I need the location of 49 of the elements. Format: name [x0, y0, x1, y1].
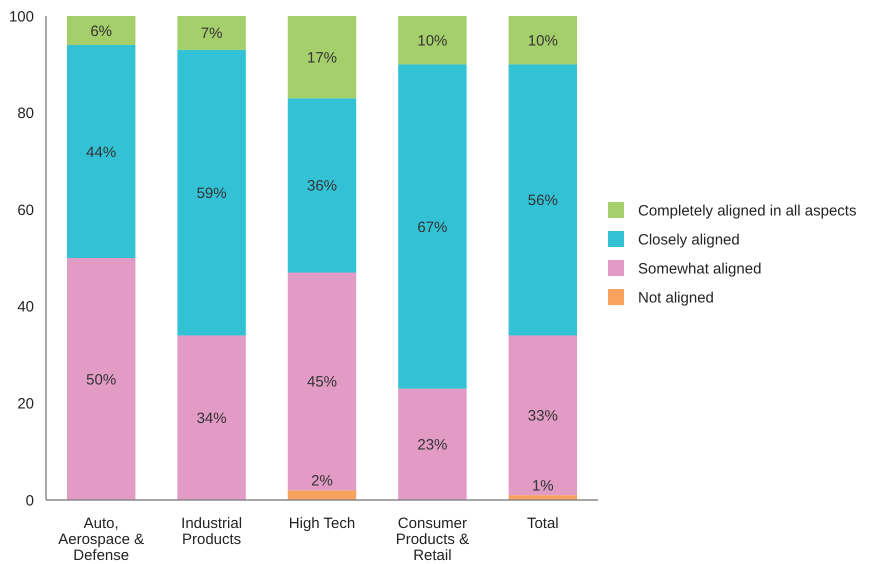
legend-label: Closely aligned	[638, 231, 740, 248]
data-label: 6%	[90, 22, 112, 40]
data-label: 7%	[200, 25, 222, 42]
bar	[508, 495, 578, 500]
data-label: 33%	[528, 408, 558, 425]
x-tick-label: Total	[526, 515, 559, 532]
x-tick-label: Auto, Aerospace & Defense	[58, 515, 144, 564]
data-label: 10%	[417, 32, 448, 50]
data-label: 17%	[306, 49, 338, 66]
bar	[288, 98, 356, 273]
data-label: 34%	[196, 410, 227, 427]
bar	[66, 45, 136, 258]
bar	[177, 50, 246, 336]
y-tick-label: 100	[8, 8, 34, 26]
bar	[288, 490, 356, 500]
x-tick-label: Industrial Products	[181, 515, 242, 548]
data-label: 2%	[311, 472, 333, 490]
y-tick-label: 80	[17, 105, 34, 122]
data-label: 56%	[528, 192, 558, 210]
data-label: 36%	[306, 178, 338, 195]
bar	[288, 272, 356, 490]
y-tick-label: 20	[17, 395, 34, 412]
data-label: 23%	[417, 436, 448, 454]
bar	[66, 258, 136, 500]
y-tick-label: 0	[26, 492, 34, 510]
bar	[66, 16, 136, 46]
y-tick-label: 60	[17, 202, 34, 219]
data-label: 10%	[528, 32, 558, 50]
bar	[508, 16, 578, 64]
bar	[508, 335, 578, 496]
bar	[177, 335, 246, 500]
bar	[288, 16, 356, 98]
legend-label: Completely aligned in all aspects	[638, 202, 856, 220]
data-label: 59%	[196, 184, 227, 202]
data-label: 44%	[86, 144, 116, 161]
x-tick-label: High Tech	[288, 515, 356, 532]
legend-label: Somewhat aligned	[638, 260, 762, 278]
y-tick-label: 40	[17, 298, 34, 316]
bar	[508, 64, 578, 336]
data-label: 45%	[306, 374, 338, 391]
data-label: 50%	[86, 371, 116, 388]
bar	[398, 64, 467, 389]
bar	[398, 388, 467, 500]
x-tick-label: Consumer Products & Retail	[396, 515, 470, 564]
bar	[177, 16, 246, 50]
data-label: 1%	[532, 477, 554, 494]
data-label: 67%	[417, 218, 448, 236]
legend-label: Not aligned	[638, 289, 714, 306]
bar	[398, 16, 467, 64]
